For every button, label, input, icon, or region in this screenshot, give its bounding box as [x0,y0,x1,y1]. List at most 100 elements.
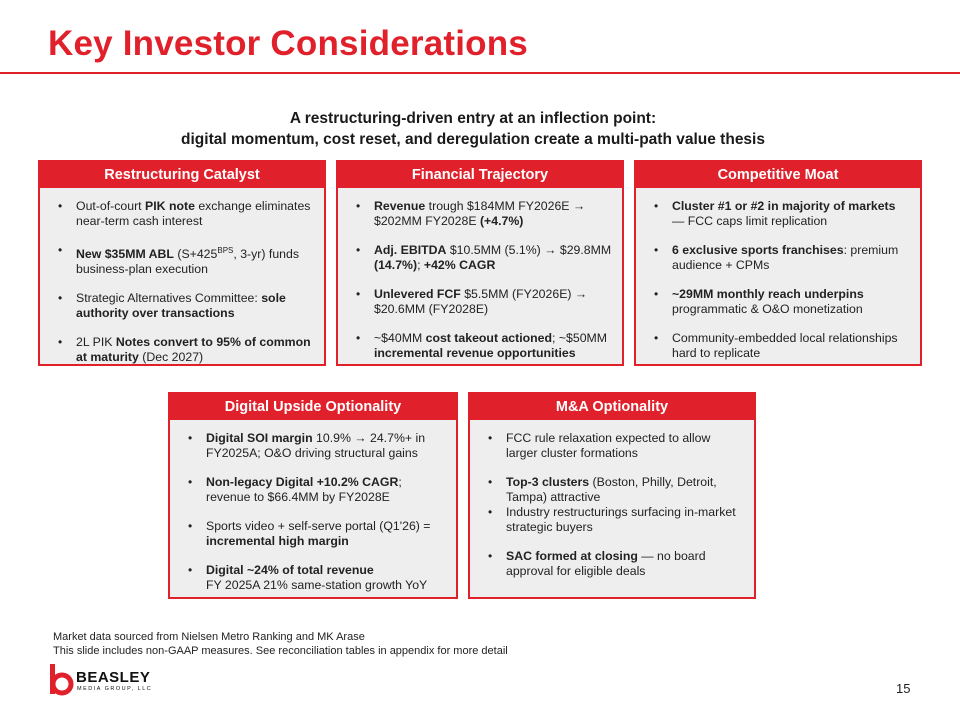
bullet-text: trough $184MM FY2026E → $202MM FY2028E [374,199,586,228]
bullet-bold: 6 exclusive sports franchises [672,243,844,257]
bullet-bold: Adj. EBITDA [374,243,447,257]
bullet-bold: Revenue [374,199,426,213]
bullet-item: • Revenue trough $184MM FY2026E → $202MM… [352,199,612,229]
bullet-bold: Cluster #1 or #2 in majority of markets [672,199,896,213]
bullet-item: • Out-of-court PIK note exchange elimina… [54,199,314,229]
bullet-dot: • [188,431,193,445]
bullet-text: programmatic & O&O monetization [672,302,863,316]
bullet-dot: • [654,243,659,257]
bullet-text: — FCC caps limit replication [672,214,828,228]
bullet-bold: (14.7%) [374,258,418,272]
bullet-dot: • [188,475,193,489]
footnote-line-2: This slide includes non-GAAP measures. S… [53,645,508,657]
bullet-item: • Industry restructurings surfacing in-m… [484,505,744,535]
bullet-bold: PIK note [145,199,195,213]
card-header: Financial Trajectory [338,162,622,188]
bullet-dot: • [488,475,493,489]
title-rule [0,72,960,74]
bullet-item: • Digital ~24% of total revenue FY 2025A … [184,563,446,593]
bullet-text: ; [417,258,424,272]
logo-tagline: MEDIA GROUP, LLC [77,686,153,692]
bullet-bold: +42% CAGR [423,258,496,272]
bullet-dot: • [58,243,63,257]
bullet-text: $5.5MM (FY2026E) → $20.6MM (FY2028E) [374,287,588,316]
bullet-text: exchange eliminates near-term cash inter… [76,199,311,228]
bullet-text: (S+425 [173,247,218,262]
bullet-dot: • [188,519,193,533]
bullet-sup: BPS [217,246,234,255]
page-title: Key Investor Considerations [48,24,528,63]
bullet-item: • ~$40MM cost takeout actioned; ~$50MM i… [352,331,612,361]
bullet-item: • Community-embedded local relationships… [650,331,910,361]
bullet-item: • Adj. EBITDA $10.5MM (5.1%) → $29.8MM (… [352,243,612,273]
bullet-bold: Digital SOI margin [206,431,313,445]
card-digital-upside: Digital Upside Optionality • Digital SOI… [168,392,458,599]
bullet-item: • SAC formed at closing — no board appro… [484,549,744,579]
bullet-item: • Unlevered FCF $5.5MM (FY2026E) → $20.6… [352,287,612,317]
bullet-text: (Boston, Philly, Detroit, Tampa) attract… [506,475,717,504]
bullet-bold: cost takeout actioned [425,331,553,345]
bullet-bold: Digital ~24% of total revenue [206,563,374,577]
bullet-text: Sports video + self-serve portal (Q1'26)… [206,519,431,533]
bullet-text: $10.5MM (5.1%) → $29.8MM [446,243,612,257]
card-header: M&A Optionality [470,394,754,420]
beasley-logo-mark-icon [50,664,74,696]
card-financial-trajectory: Financial Trajectory • Revenue trough $1… [336,160,624,366]
bullet-item: • Strategic Alternatives Committee: sole… [54,291,314,321]
bullet-bold: incremental high margin [206,534,349,548]
footnote-line-1: Market data sourced from Nielsen Metro R… [53,631,365,643]
bullet-dot: • [58,291,63,306]
beasley-logo: BEASLEY MEDIA GROUP, LLC [48,664,168,696]
bullet-dot: • [356,199,361,213]
bullet-list: • Cluster #1 or #2 in majority of market… [636,188,920,361]
bullet-item: • Sports video + self-serve portal (Q1'2… [184,519,446,549]
bullet-text: ~$40MM [374,331,426,345]
bullet-text: 2L PIK [76,335,116,350]
card-competitive-moat: Competitive Moat • Cluster #1 or #2 in m… [634,160,922,366]
bullet-bold: Unlevered FCF [374,287,461,301]
bullet-list: • Digital SOI margin 10.9% → 24.7%+ in F… [170,420,456,593]
bullet-list: • FCC rule relaxation expected to allow … [470,420,754,579]
bullet-bold: SAC formed at closing [506,549,638,563]
bullet-text: (Dec 2027) [138,350,204,365]
bullet-item: • Cluster #1 or #2 in majority of market… [650,199,910,229]
bullet-item: • ~29MM monthly reach underpins programm… [650,287,910,317]
bullet-dot: • [654,287,659,301]
bullet-dot: • [488,431,493,445]
bullet-text: ; ~$50MM [552,331,608,345]
bullet-text: ; revenue to $66.4MM by FY2028E [206,475,402,504]
subtitle-line-2: digital momentum, cost reset, and deregu… [181,131,765,148]
bullet-dot: • [654,331,659,345]
bullet-bold: incremental revenue opportunities [374,346,576,360]
bullet-dot: • [356,331,361,345]
card-header: Competitive Moat [636,162,920,188]
bullet-dot: • [58,199,63,213]
bullet-list: • Out-of-court PIK note exchange elimina… [40,188,324,365]
bullet-dot: • [188,563,193,577]
bullet-text: FCC rule relaxation expected to allow la… [506,431,711,460]
bullet-text: : premium audience + CPMs [672,243,899,272]
bullet-bold: New $35MM ABL [76,247,174,262]
bullet-text: Strategic Alternatives Committee: [76,291,262,306]
bullet-bold: sole authority over transactions [76,291,286,321]
footnote: Market data sourced from Nielsen Metro R… [53,630,508,658]
logo-wordmark: BEASLEY [76,669,151,686]
bullet-dot: • [654,199,659,213]
card-header: Digital Upside Optionality [170,394,456,420]
bullet-dot: • [488,549,493,563]
bullet-item: • Non-legacy Digital +10.2% CAGR; revenu… [184,475,446,505]
bullet-text: , 3-yr) funds business-plan execution [76,247,299,277]
bullet-bold: Notes convert to 95% of common at maturi… [76,335,311,365]
card-ma-optionality: M&A Optionality • FCC rule relaxation ex… [468,392,756,599]
subtitle: A restructuring-driven entry at an infle… [0,108,946,150]
subtitle-line-1: A restructuring-driven entry at an infle… [289,110,657,127]
bullet-text: FY 2025A 21% same-station growth YoY [206,578,428,592]
bullet-item: • Top-3 clusters (Boston, Philly, Detroi… [484,475,744,505]
card-restructuring-catalyst: Restructuring Catalyst • Out-of-court PI… [38,160,326,366]
bullet-list: • Revenue trough $184MM FY2026E → $202MM… [338,188,622,361]
bullet-bold: (+4.7%) [479,214,524,228]
card-header: Restructuring Catalyst [40,162,324,188]
bullet-bold: ~29MM monthly reach underpins [672,287,864,301]
page-number: 15 [896,681,911,696]
bullet-text: Industry restructurings surfacing in-mar… [506,505,736,534]
